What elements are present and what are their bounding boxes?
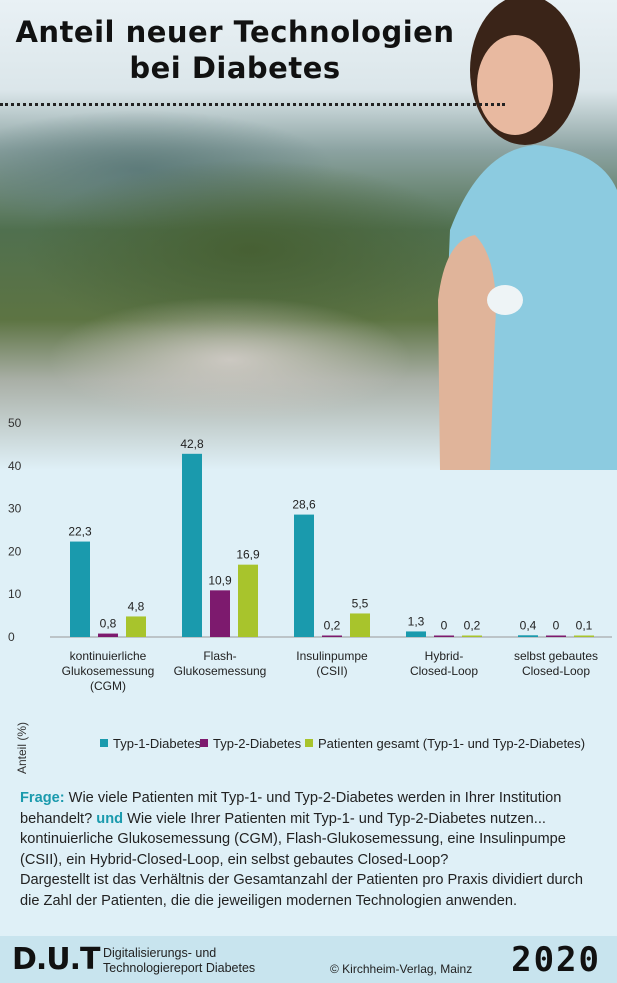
category-label-line: kontinuierliche [70, 649, 147, 663]
bar-chart: 0 10 20 30 40 50 Anteil (%) 22,3 42,8 28,6 1,3 0,… [8, 416, 612, 774]
legend-swatch [100, 739, 108, 747]
category-label-line: Hybrid- [425, 649, 464, 663]
bar-2-5 [546, 635, 566, 637]
category-label-line: Glukosemessung [62, 664, 155, 678]
bars: 22,3 42,8 28,6 1,3 0,4 0,8 10,9 0,2 0 0 4,8 16,9 5,5… [68, 437, 594, 637]
report-year: 2020 [511, 940, 601, 980]
bar-1-4 [406, 631, 426, 637]
question-text-1: Wie viele Patienten mit Typ-1- und Typ-2… [20, 790, 562, 827]
y-tick-label: 10 [8, 587, 22, 601]
publisher-credit: © Kirchheim-Verlag, Mainz [330, 962, 473, 976]
report-name: Digitalisierungs- und Technologiereport … [103, 946, 255, 976]
bar-2-1 [98, 633, 118, 637]
footer: D.U.T Digitalisierungs- und Technologier… [0, 936, 617, 983]
category-label-line: Closed-Loop [410, 664, 478, 678]
bar-2-4 [434, 635, 454, 637]
und-label: und [96, 810, 124, 827]
category-label: selbst gebautes Closed-Loop [514, 649, 598, 678]
question-text-2: Wie viele Ihrer Patienten mit Typ-1- und… [20, 810, 566, 868]
question-description: Frage: Wie viele Patienten mit Typ-1- un… [20, 788, 600, 911]
bar-value-label: 5,5 [352, 596, 369, 610]
y-tick-label: 50 [8, 416, 22, 430]
y-tick-label: 0 [8, 630, 15, 644]
bar-value-label: 0 [441, 619, 448, 633]
frage-label: Frage: [20, 790, 65, 806]
legend: Typ-1-Diabetes Typ-2-Diabetes Patienten ge… [100, 736, 585, 751]
bar-3-2 [238, 564, 258, 637]
title-line-1: Anteil neuer Technologien [15, 15, 455, 49]
title-line-2: bei Diabetes [129, 51, 341, 85]
bar-value-label: 0,1 [576, 619, 593, 633]
bar-value-label: 22,3 [68, 525, 92, 539]
category-label-line: Insulinpumpe [296, 649, 368, 663]
person-photo [438, 0, 617, 470]
bar-value-label: 0,2 [324, 619, 341, 633]
category-label: kontinuierliche Glukosemessung (CGM) [62, 649, 155, 693]
page-title: Anteil neuer Technologien bei Diabetes [0, 14, 470, 86]
category-label-line: Closed-Loop [522, 664, 590, 678]
y-tick-label: 40 [8, 459, 22, 473]
y-tick-label: 20 [8, 544, 22, 558]
legend-swatch [305, 739, 313, 747]
bar-value-label: 42,8 [180, 437, 204, 451]
category-label-line: (CSII) [316, 664, 347, 678]
bar-1-1 [70, 541, 90, 637]
category-label: Insulinpumpe (CSII) [296, 649, 368, 678]
bar-value-label: 16,9 [236, 548, 260, 562]
bar-3-3 [350, 613, 370, 637]
category-label-line: (CGM) [90, 679, 126, 693]
y-axis: 0 10 20 30 40 50 [8, 416, 22, 644]
bar-3-4 [462, 635, 482, 637]
y-tick-label: 30 [8, 502, 22, 516]
bar-value-label: 0,4 [520, 618, 537, 632]
dut-logo: D.U.T [12, 942, 101, 977]
bar-value-label: 4,8 [128, 599, 145, 613]
legend-entry: Patienten gesamt (Typ-1- und Typ-2-Diabe… [318, 736, 585, 751]
category-label-line: Glukosemessung [174, 664, 267, 678]
bar-value-label: 28,6 [292, 498, 316, 512]
report-name-line-2: Technologiereport Diabetes [103, 961, 256, 975]
report-name-line-1: Digitalisierungs- und [103, 946, 217, 960]
bar-3-5 [574, 635, 594, 637]
legend-entry: Typ-2-Diabetes [213, 736, 302, 751]
title-divider [0, 103, 505, 106]
bar-value-label: 10,9 [208, 573, 232, 587]
bar-1-2 [182, 453, 202, 637]
category-label-line: Flash- [203, 649, 236, 663]
category-label: Flash-Glukosemessung [174, 649, 267, 678]
legend-entry: Typ-1-Diabetes [113, 736, 202, 751]
category-label-line: selbst gebautes [514, 649, 598, 663]
bar-1-5 [518, 635, 538, 637]
category-labels: kontinuierliche Glukosemessung (CGM)Flash-… [62, 649, 598, 693]
bar-3-1 [126, 616, 146, 637]
bar-2-2 [210, 590, 230, 637]
y-axis-label: Anteil (%) [15, 722, 29, 774]
bar-value-label: 0,2 [464, 619, 481, 633]
legend-swatch [200, 739, 208, 747]
bar-value-label: 0,8 [100, 617, 117, 631]
explanation-text: Dargestellt ist das Verhältnis der Gesam… [20, 872, 583, 909]
bar-1-3 [294, 514, 314, 637]
category-label: Hybrid-Closed-Loop [410, 649, 478, 678]
bar-value-label: 1,3 [408, 614, 425, 628]
bar-2-3 [322, 635, 342, 637]
bar-value-label: 0 [553, 619, 560, 633]
